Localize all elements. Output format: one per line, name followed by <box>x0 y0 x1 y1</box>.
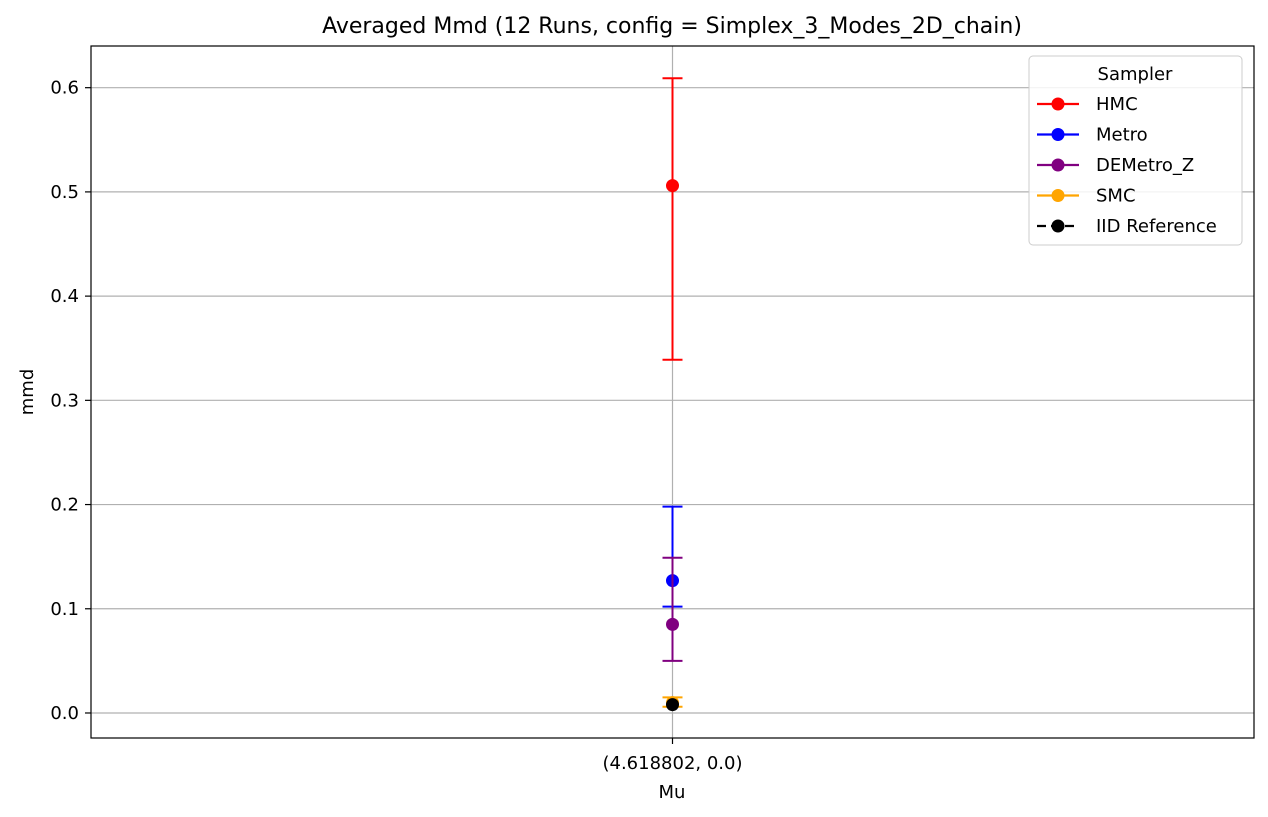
y-tick-label: 0.6 <box>50 78 79 99</box>
legend-label-demetro-z: DEMetro_Z <box>1096 155 1194 176</box>
y-tick-label: 0.0 <box>50 703 79 724</box>
y-tick-label: 0.3 <box>50 390 79 411</box>
legend-label-hmc: HMC <box>1096 94 1138 115</box>
legend-label-iid-reference: IID Reference <box>1096 216 1217 237</box>
y-tick-label: 0.2 <box>50 495 79 516</box>
y-tick-label: 0.4 <box>50 286 79 307</box>
data-point-hmc <box>666 179 679 193</box>
x-tick-label: (4.618802, 0.0) <box>602 753 742 774</box>
legend-marker-demetro-z <box>1051 158 1065 172</box>
data-point-iid-reference <box>666 698 679 712</box>
data-point-demetro-z <box>666 617 679 631</box>
chart-title: Averaged Mmd (12 Runs, config = Simplex_… <box>322 14 1022 39</box>
y-tick-label: 0.5 <box>50 182 79 203</box>
legend: Sampler HMC Metro DEMetro_Z SMC IID Referenc… <box>1028 55 1243 246</box>
legend-marker-iid-reference <box>1051 219 1065 233</box>
legend-marker-hmc <box>1051 97 1065 111</box>
legend-title: Sampler <box>1098 64 1173 85</box>
y-axis-label: mmd <box>17 369 38 416</box>
x-axis-label: Mu <box>659 782 686 803</box>
legend-marker-metro <box>1051 128 1065 141</box>
legend-box <box>1028 55 1243 246</box>
ticks-layer: 0.0 0.1 0.2 0.3 0.4 0.5 0.6 (4.618802, 0.0) <box>50 78 742 774</box>
legend-label-smc: SMC <box>1096 186 1136 207</box>
legend-label-metro: Metro <box>1096 125 1148 146</box>
y-tick-label: 0.1 <box>50 599 79 620</box>
marks-layer <box>662 77 683 712</box>
legend-marker-smc <box>1051 189 1065 202</box>
